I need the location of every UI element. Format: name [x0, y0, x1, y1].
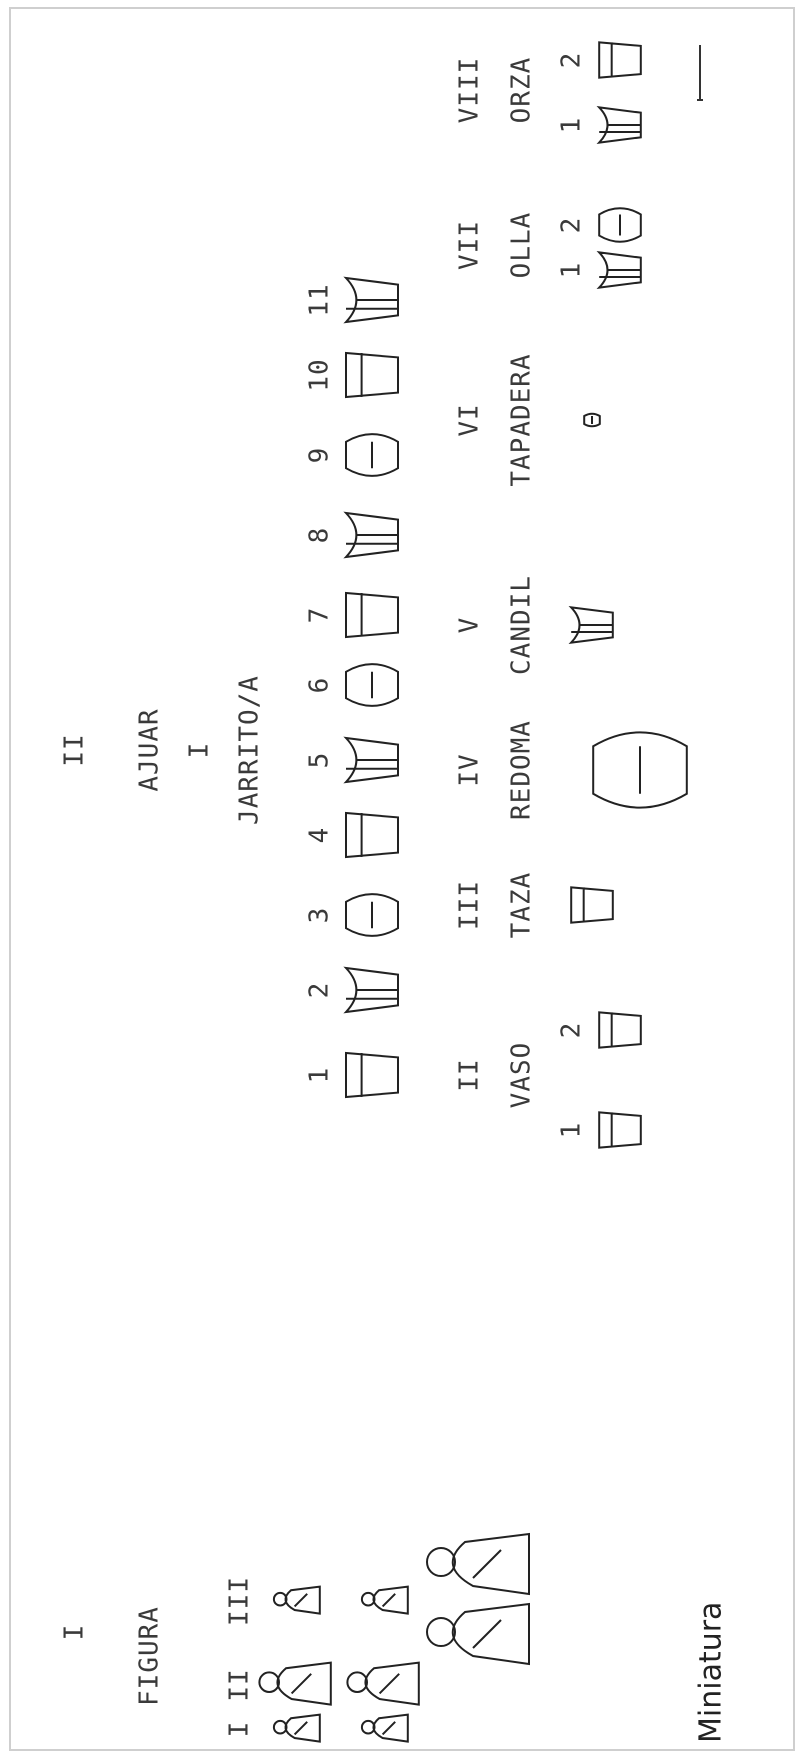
figure-icon [360, 1591, 376, 1607]
group-title: REDOMA [507, 720, 537, 820]
variant-number: 2 [305, 982, 335, 999]
figure-icon [258, 1671, 281, 1693]
group-number: VI [455, 403, 485, 436]
figure-icon [284, 1585, 321, 1615]
group-title: TAPADERA [507, 353, 537, 486]
figure-icon [276, 1661, 332, 1706]
corner-mark [697, 45, 703, 101]
variant-number: 9 [305, 447, 335, 464]
group-number: I [185, 742, 215, 759]
variant-number: 2 [557, 1022, 587, 1039]
figure-icon [426, 1547, 456, 1577]
group-number: VII [455, 220, 485, 270]
section-number: I [60, 1624, 90, 1641]
group-title: OLLA [507, 212, 537, 279]
variant-number: 4 [305, 827, 335, 844]
figure-icon [451, 1602, 530, 1666]
type-number: III [225, 1576, 255, 1626]
group-number: V [455, 617, 485, 634]
group-number: II [455, 1058, 485, 1091]
vessel-icon [598, 1111, 642, 1149]
vessel-icon [598, 41, 642, 79]
type-number: II [225, 1668, 255, 1701]
vessel-icon [345, 663, 399, 707]
vessel-icon [583, 412, 601, 428]
vessel-icon [345, 351, 399, 399]
group-number: IV [455, 753, 485, 786]
group-title: TAZA [507, 872, 537, 939]
vessel-icon [570, 886, 614, 924]
figure-icon [360, 1719, 376, 1735]
vessel-icon [345, 893, 399, 937]
figure-icon [272, 1591, 288, 1607]
vessel-icon [345, 433, 399, 477]
variant-number: 3 [305, 907, 335, 924]
variant-number: 8 [305, 527, 335, 544]
group-title: CANDIL [507, 575, 537, 675]
figure-icon [272, 1719, 288, 1735]
vessel-icon [343, 966, 399, 1014]
caption: Miniatura [694, 1602, 729, 1743]
vessel-icon [343, 511, 399, 559]
variant-number: 7 [305, 607, 335, 624]
group-title: ORZA [507, 57, 537, 124]
variant-number: 10 [305, 358, 335, 391]
figure-icon [284, 1713, 321, 1743]
variant-number: 1 [557, 262, 587, 279]
figure-icon [372, 1585, 409, 1615]
figure-icon [426, 1617, 456, 1647]
vessel-icon [596, 251, 642, 289]
vessel-icon [598, 207, 642, 243]
variant-number: 6 [305, 677, 335, 694]
variant-number: 11 [305, 283, 335, 316]
vessel-icon [592, 731, 688, 809]
group-title: JARRITO/A [235, 675, 265, 825]
figure-icon [364, 1661, 420, 1706]
section-title: FIGURA [135, 1606, 165, 1706]
section-title: AJUAR [135, 708, 165, 791]
vessel-icon [345, 811, 399, 859]
group-title: VASO [507, 1042, 537, 1109]
frame [9, 7, 795, 1751]
variant-number: 1 [305, 1067, 335, 1084]
type-number: I [225, 1721, 255, 1738]
variant-number: 2 [557, 217, 587, 234]
figure-icon [372, 1713, 409, 1743]
group-number: III [455, 880, 485, 930]
figure-icon [346, 1671, 369, 1693]
group-number: VIII [455, 57, 485, 124]
section-number: II [60, 733, 90, 766]
vessel-icon [568, 606, 614, 644]
variant-number: 5 [305, 752, 335, 769]
vessel-icon [345, 591, 399, 639]
vessel-icon [598, 1011, 642, 1049]
variant-number: 1 [557, 1122, 587, 1139]
figure-icon [451, 1532, 530, 1596]
vessel-icon [596, 106, 642, 144]
vessel-icon [343, 276, 399, 324]
vessel-icon [343, 736, 399, 784]
vessel-icon [345, 1051, 399, 1099]
variant-number: 2 [557, 52, 587, 69]
variant-number: 1 [557, 117, 587, 134]
